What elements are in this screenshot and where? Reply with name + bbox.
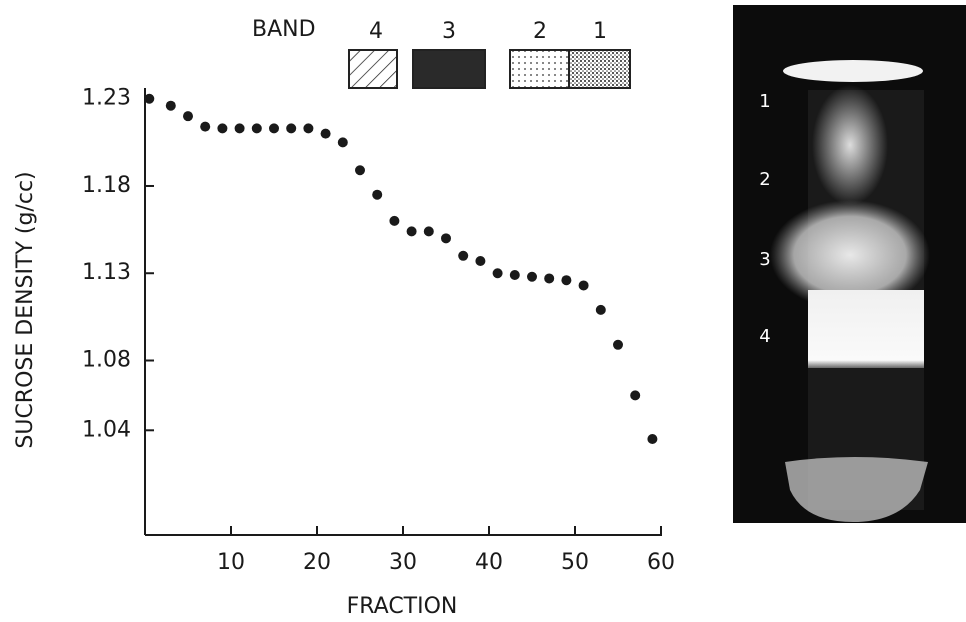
data-point [337, 137, 348, 148]
x-tick-label: 20 [303, 550, 331, 575]
legend-title: BAND [252, 17, 316, 42]
y-tick-label: 1.04 [82, 417, 131, 442]
data-point [544, 273, 555, 284]
data-point [144, 93, 155, 104]
photo-label: 4 [759, 326, 770, 347]
legend-label: 2 [533, 19, 547, 44]
y-axis-label: SUCROSE DENSITY (g/cc) [13, 171, 38, 448]
photo-label: 3 [759, 249, 770, 270]
data-point [251, 123, 262, 134]
data-point [234, 123, 245, 134]
band-glow [808, 290, 924, 368]
tube-photo: 1 2 3 4 [733, 5, 966, 523]
data-point [492, 268, 503, 279]
data-point [441, 233, 451, 244]
x-tick-label: 10 [217, 550, 245, 575]
x-tick-label: 60 [647, 550, 675, 575]
data-point [217, 123, 228, 134]
band-swatch [509, 49, 570, 89]
data-point [613, 339, 623, 350]
data-point [561, 275, 572, 286]
data-point [269, 123, 279, 134]
band-swatch [412, 49, 486, 89]
data-point [595, 304, 606, 315]
band-glow [812, 85, 888, 205]
legend-label: 1 [593, 19, 607, 44]
band-glow [770, 200, 930, 310]
data-point [320, 128, 331, 139]
band-swatch [348, 49, 398, 89]
data-point [458, 250, 469, 261]
y-tick-label: 1.08 [82, 347, 131, 372]
x-tick-label: 40 [475, 550, 503, 575]
y-tick-label: 1.13 [82, 260, 131, 285]
data-point [509, 269, 520, 280]
band-swatch [568, 49, 631, 89]
data-point [578, 280, 589, 291]
data-point [423, 226, 434, 237]
band-legend: BAND 4 3 2 1 [252, 17, 631, 89]
y-tick-label: 1.18 [82, 173, 131, 198]
data-point [183, 111, 193, 122]
data-point [372, 189, 383, 200]
data-point [406, 226, 417, 237]
legend-label: 4 [369, 19, 383, 44]
data-point [303, 123, 314, 134]
data-point [475, 256, 486, 267]
legend-label: 3 [442, 19, 456, 44]
data-point [389, 215, 400, 226]
x-tick-label: 50 [561, 550, 589, 575]
photo-label: 2 [759, 169, 770, 190]
data-point [165, 100, 176, 111]
data-point [200, 121, 211, 132]
tube-bottom [785, 457, 928, 522]
photo-label: 1 [759, 91, 770, 112]
data-point [647, 434, 658, 445]
x-tick-label: 30 [389, 550, 417, 575]
tube-cap [783, 60, 923, 82]
x-axis-label: FRACTION [347, 594, 458, 619]
data-point [630, 390, 641, 401]
y-tick-label: 1.23 [82, 86, 131, 111]
data-point [355, 165, 365, 176]
data-point [527, 271, 537, 282]
data-point [286, 123, 297, 134]
